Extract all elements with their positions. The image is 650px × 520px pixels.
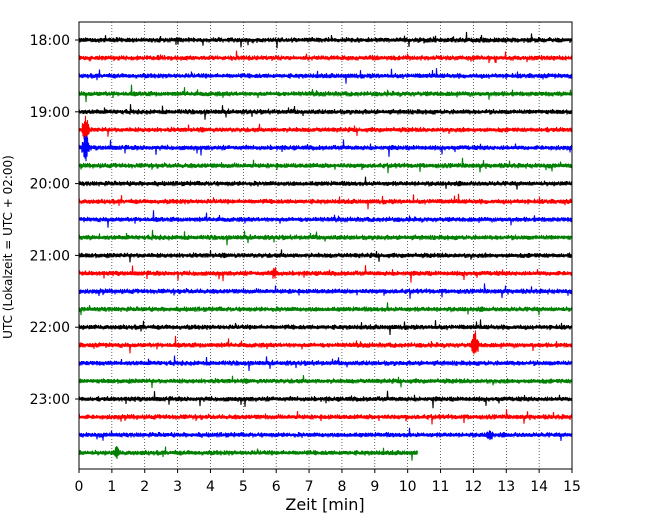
x-tick-label: 13 [497,479,515,495]
trace-line [78,319,573,336]
y-tick-label: 20:00 [30,177,70,193]
y-axis-ticks: 18:00 19:00 20:00 21:00 22:00 23:00 [30,33,79,408]
trace-line [78,409,573,425]
x-tick-label: 14 [530,479,548,495]
trace-line [78,302,573,316]
x-axis-label: Zeit [min] [285,495,364,514]
trace-line [78,229,573,246]
trace-group [78,31,573,461]
y-tick-label: 18:00 [30,33,70,49]
x-tick-label: 6 [272,479,281,495]
trace-line [78,330,573,355]
trace-line [78,31,573,49]
x-tick-label: 2 [140,479,149,495]
plot-frame [78,21,573,470]
x-tick-label: 1 [107,479,116,495]
x-tick-label: 4 [206,479,215,495]
y-axis-label: UTC (Lokalzeit = UTC + 02:00) [1,155,15,339]
y-tick-label: 21:00 [30,248,70,264]
x-tick-label: 11 [432,479,450,495]
trace-line [78,176,573,190]
x-tick-label: 7 [305,479,314,495]
trace-line [78,68,573,84]
trace-line [78,283,573,299]
x-tick-label: 9 [370,479,379,495]
y-tick-label: 22:00 [30,320,70,336]
trace-line [78,210,573,228]
trace-line [78,265,573,283]
trace-line [78,115,573,145]
x-tick-label: 12 [464,479,482,495]
x-tick-label: 10 [399,479,417,495]
trace-line [78,50,573,64]
vertical-gridlines [111,22,540,469]
y-tick-label: 19:00 [30,105,70,121]
trace-line [78,446,419,461]
x-tick-label: 8 [337,479,346,495]
trace-line [78,135,573,162]
x-tick-label: 0 [75,479,84,495]
x-axis-ticks: 0 1 2 3 4 5 6 7 8 9 10 11 12 13 14 15 [75,469,581,495]
y-tick-label: 23:00 [30,392,70,408]
trace-line [78,84,573,103]
trace-line [78,193,573,210]
trace-line [78,427,573,441]
x-tick-label: 3 [173,479,182,495]
trace-line [78,355,573,372]
trace-line [78,390,573,409]
trace-line [78,375,573,389]
x-tick-label: 15 [563,479,581,495]
x-tick-label: 5 [239,479,248,495]
trace-line [78,104,573,120]
trace-line [78,249,573,263]
trace-line [78,157,573,174]
